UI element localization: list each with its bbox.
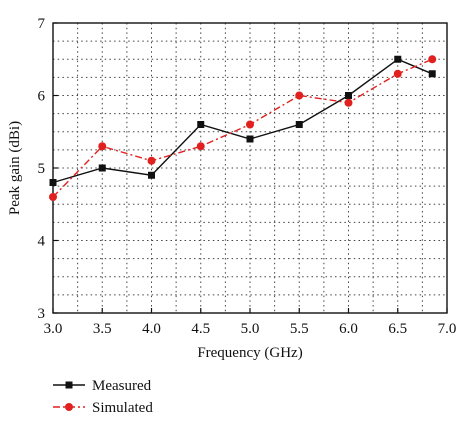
x-axis-title: Frequency (GHz) bbox=[197, 345, 302, 361]
series-line-simulated bbox=[52, 58, 433, 198]
data-point-measured bbox=[49, 179, 57, 186]
data-point-simulated bbox=[147, 156, 156, 165]
x-tick-label: 5.0 bbox=[241, 321, 260, 337]
data-point-measured bbox=[345, 92, 352, 99]
data-point-simulated bbox=[428, 55, 437, 64]
data-point-measured bbox=[246, 135, 254, 143]
data-point-measured bbox=[98, 164, 106, 172]
data-point-simulated bbox=[98, 142, 107, 151]
data-point-measured bbox=[394, 55, 402, 63]
data-point-measured bbox=[295, 121, 303, 128]
data-point-simulated bbox=[344, 98, 353, 107]
x-tick-label: 7.0 bbox=[438, 321, 457, 337]
data-point-simulated bbox=[49, 193, 57, 201]
x-tick-label: 5.5 bbox=[290, 321, 309, 337]
x-tick-label: 6.0 bbox=[339, 321, 358, 337]
x-tick-label: 4.0 bbox=[142, 321, 161, 337]
legend-label-simulated: Simulated bbox=[92, 400, 153, 416]
y-tick-label: 4 bbox=[38, 234, 46, 250]
legend: Measured Simulated bbox=[53, 378, 153, 416]
x-tick-label: 4.5 bbox=[191, 321, 210, 337]
data-point-simulated bbox=[295, 91, 304, 100]
legend-label-measured: Measured bbox=[92, 378, 152, 394]
data-point-simulated bbox=[196, 142, 205, 151]
y-axis-title: Peak gain (dBi) bbox=[7, 121, 23, 215]
data-point-measured bbox=[148, 171, 155, 179]
data-point-measured bbox=[428, 70, 436, 78]
legend-marker-measured bbox=[65, 381, 73, 389]
data-point-measured bbox=[197, 121, 205, 128]
x-tick-label: 6.5 bbox=[388, 321, 407, 337]
data-point-simulated bbox=[246, 120, 254, 129]
y-tick-label: 7 bbox=[38, 16, 46, 32]
x-tick-label: 3.5 bbox=[93, 321, 112, 337]
y-tick-label: 6 bbox=[38, 89, 46, 105]
legend-item-measured: Measured bbox=[53, 378, 152, 394]
y-tick-label: 3 bbox=[38, 306, 46, 322]
legend-item-simulated: Simulated bbox=[53, 400, 153, 416]
y-tick-label: 5 bbox=[38, 161, 46, 177]
legend-marker-simulated bbox=[65, 403, 73, 411]
data-point-simulated bbox=[393, 69, 402, 78]
series-layer bbox=[49, 55, 437, 201]
axis-ticks: 3.0 3.5 4.0 4.5 5.0 5.5 6.0 6.5 7.0 3 4 5 6 7 bbox=[38, 16, 457, 337]
x-tick-label: 3.0 bbox=[44, 321, 63, 337]
